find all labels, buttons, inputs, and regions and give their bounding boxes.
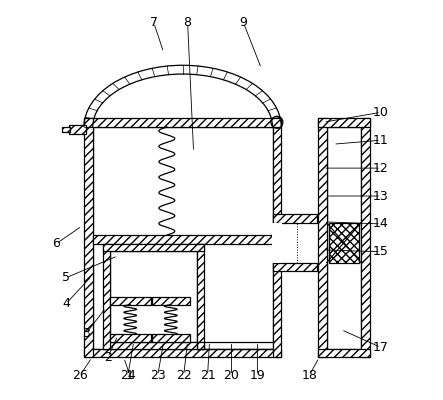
Bar [110,298,151,305]
Bar [110,334,151,342]
Bar [84,118,281,127]
Bar [152,334,190,342]
Text: 26: 26 [72,369,88,382]
Text: 8: 8 [183,16,192,29]
Text: 20: 20 [224,369,239,382]
Bar [318,118,327,358]
Bar [62,127,70,132]
Text: 13: 13 [373,190,389,202]
Bar [272,214,317,223]
Bar [103,342,204,349]
Text: 11: 11 [373,134,389,147]
Bar [318,118,370,127]
Bar [329,223,359,262]
Text: 7: 7 [150,16,158,29]
Text: 5: 5 [62,271,70,284]
Bar [110,251,197,342]
Text: 18: 18 [301,369,317,382]
Text: 21: 21 [200,369,215,382]
Bar [318,349,370,358]
Bar [93,127,272,349]
Bar [272,223,317,262]
Bar [327,127,361,349]
Text: 22: 22 [176,369,191,382]
Text: 9: 9 [240,16,247,29]
Bar [361,118,370,358]
Text: 1: 1 [126,369,134,382]
Bar [103,244,204,251]
Bar [93,235,272,244]
Text: 19: 19 [249,369,265,382]
Bar [197,244,204,349]
Text: 12: 12 [373,162,389,175]
Text: 6: 6 [52,237,60,250]
Bar [152,298,190,305]
Bar [84,349,281,358]
Text: 4: 4 [62,297,70,310]
Bar [272,223,282,262]
Bar [272,118,281,358]
Text: 10: 10 [373,106,389,119]
Text: 17: 17 [373,341,389,354]
Bar [103,244,110,349]
Text: 23: 23 [150,369,166,382]
Bar [272,262,317,271]
Bar [69,125,85,134]
Text: 15: 15 [373,245,389,258]
Bar [84,118,93,358]
Text: 3: 3 [82,327,90,340]
Text: 2: 2 [104,351,112,364]
Text: 24: 24 [120,369,136,382]
Text: 14: 14 [373,218,389,230]
